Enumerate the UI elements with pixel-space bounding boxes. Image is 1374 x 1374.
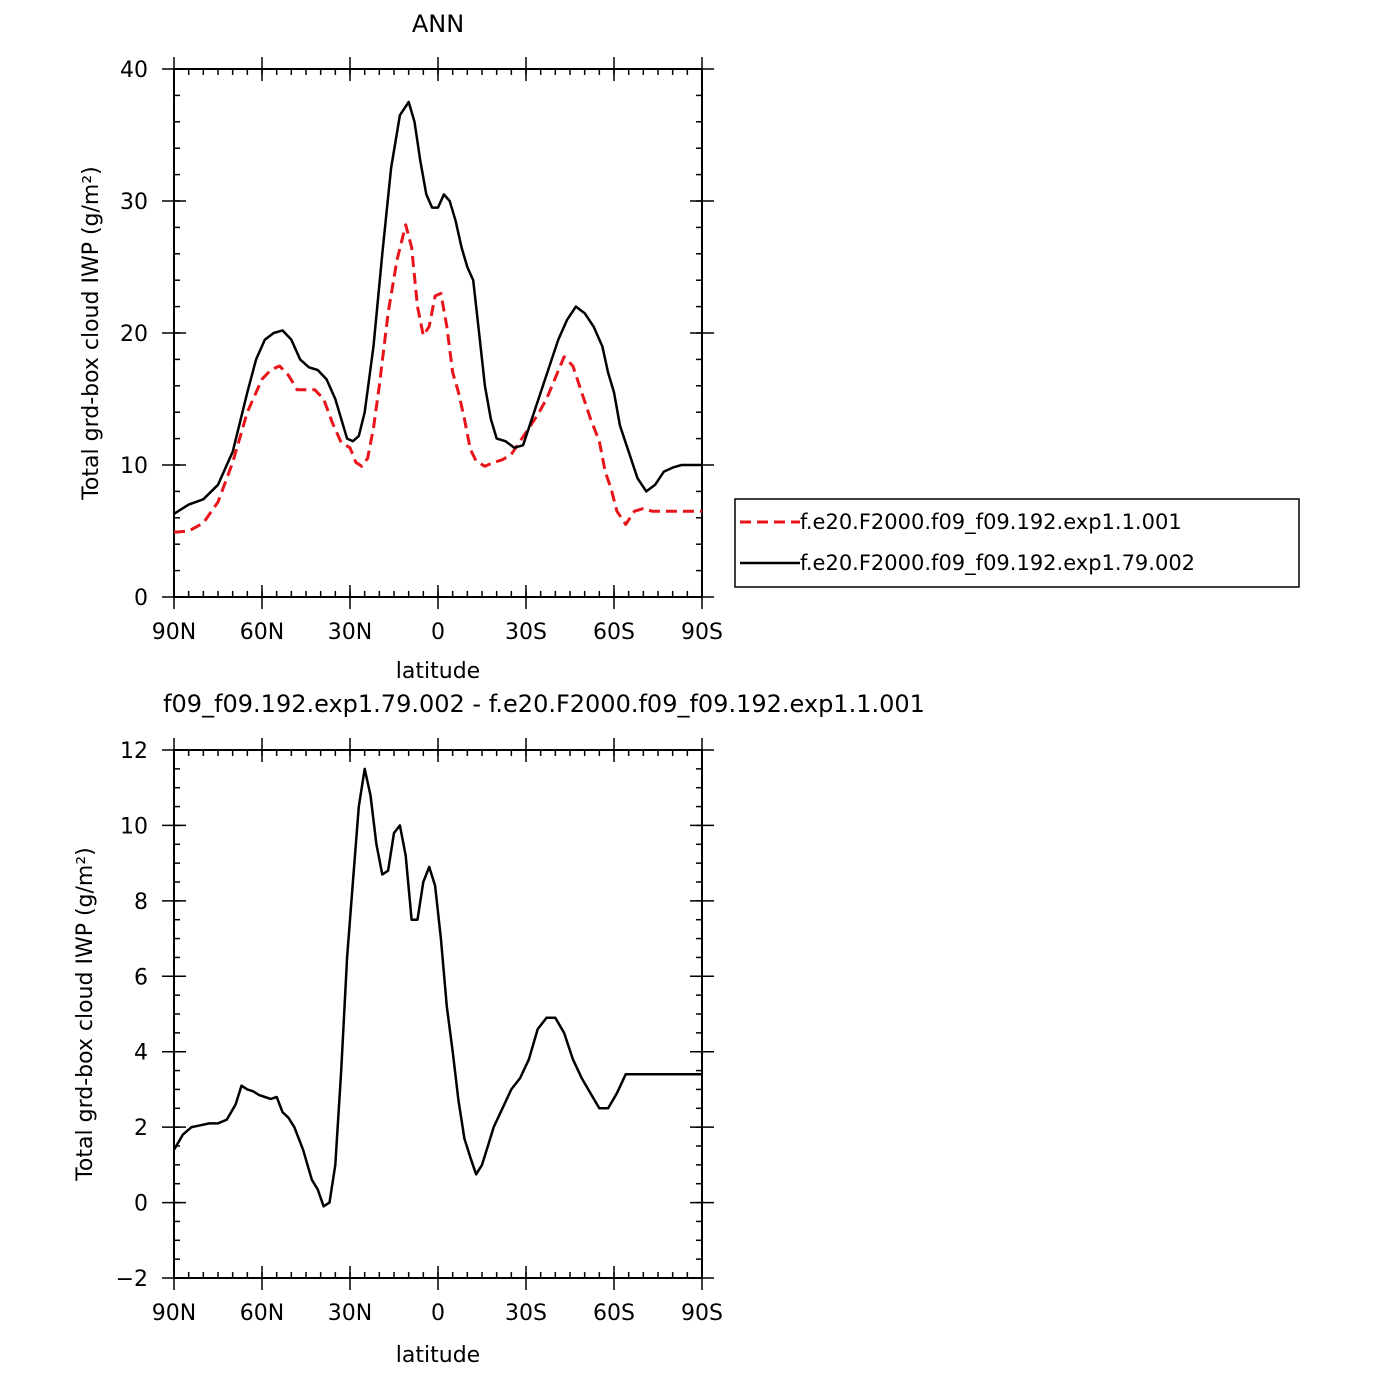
y-tick-label: 0: [134, 586, 148, 611]
y-tick-label: 2: [134, 1116, 148, 1141]
y-tick-label: 8: [134, 890, 148, 915]
top-chart-title: ANN: [412, 10, 464, 38]
x-tick-label: 90S: [681, 1301, 723, 1326]
bottom-y-axis-label: Total grd-box cloud IWP (g/m²): [73, 847, 98, 1182]
y-tick-label: 0: [134, 1192, 148, 1217]
x-tick-label: 0: [431, 620, 445, 645]
x-tick-label: 30N: [328, 620, 372, 645]
bottom-series-line-1: [172, 767, 702, 1208]
x-tick-label: 90N: [152, 1301, 196, 1326]
bottom-x-axis-label: latitude: [396, 1343, 480, 1368]
legend-label-exp1-79-002: f.e20.F2000.f09_f09.192.exp1.79.002: [800, 551, 1195, 576]
legend: f.e20.F2000.f09_f09.192.exp1.1.001 f.e20…: [734, 498, 1300, 588]
top-series-line-2: [173, 100, 702, 515]
top-y-axis-label: Total grd-box cloud IWP (g/m²): [79, 166, 104, 501]
top-plot-frame: [173, 68, 703, 598]
bottom-series-group: [172, 767, 702, 1208]
x-tick-label: 90S: [681, 620, 723, 645]
y-tick-label: 20: [120, 322, 148, 347]
x-tick-label: 90N: [152, 620, 196, 645]
bottom-plot-frame: [173, 749, 703, 1279]
y-tick-label: 40: [120, 58, 148, 83]
y-tick-label: 4: [134, 1041, 148, 1066]
x-tick-label: 30S: [505, 1301, 547, 1326]
x-tick-label: 0: [431, 1301, 445, 1326]
top-series-group: [173, 100, 702, 534]
x-tick-label: 60S: [593, 1301, 635, 1326]
x-tick-label: 30N: [328, 1301, 372, 1326]
y-tick-label: 6: [134, 965, 148, 990]
top-panel: ANN 90N 60N 30N 0 30S 60S 90S 0 10 20 30 40 latitud…: [79, 10, 1300, 684]
x-tick-label: 60N: [240, 620, 284, 645]
legend-label-exp1-1-001: f.e20.F2000.f09_f09.192.exp1.1.001: [800, 510, 1182, 535]
y-tick-label: −2: [116, 1267, 148, 1292]
bottom-axis-ticks: 90N 60N 30N 0 30S 60S 90S −2 0 2 4 6 8 10 12: [116, 738, 723, 1326]
bottom-chart-title: f09_f09.192.exp1.79.002 - f.e20.F2000.f0…: [163, 690, 925, 718]
y-tick-label: 10: [120, 454, 148, 479]
y-tick-label: 10: [120, 814, 148, 839]
x-tick-label: 60S: [593, 620, 635, 645]
top-x-axis-label: latitude: [396, 659, 480, 684]
top-axis-ticks: 90N 60N 30N 0 30S 60S 90S 0 10 20 30 40: [120, 57, 723, 645]
y-tick-label: 12: [120, 739, 148, 764]
bottom-panel: f09_f09.192.exp1.79.002 - f.e20.F2000.f0…: [73, 690, 925, 1368]
legend-box: [734, 498, 1300, 588]
x-tick-label: 30S: [505, 620, 547, 645]
top-series-line-1: [173, 223, 702, 534]
x-tick-label: 60N: [240, 1301, 284, 1326]
y-tick-label: 30: [120, 190, 148, 215]
